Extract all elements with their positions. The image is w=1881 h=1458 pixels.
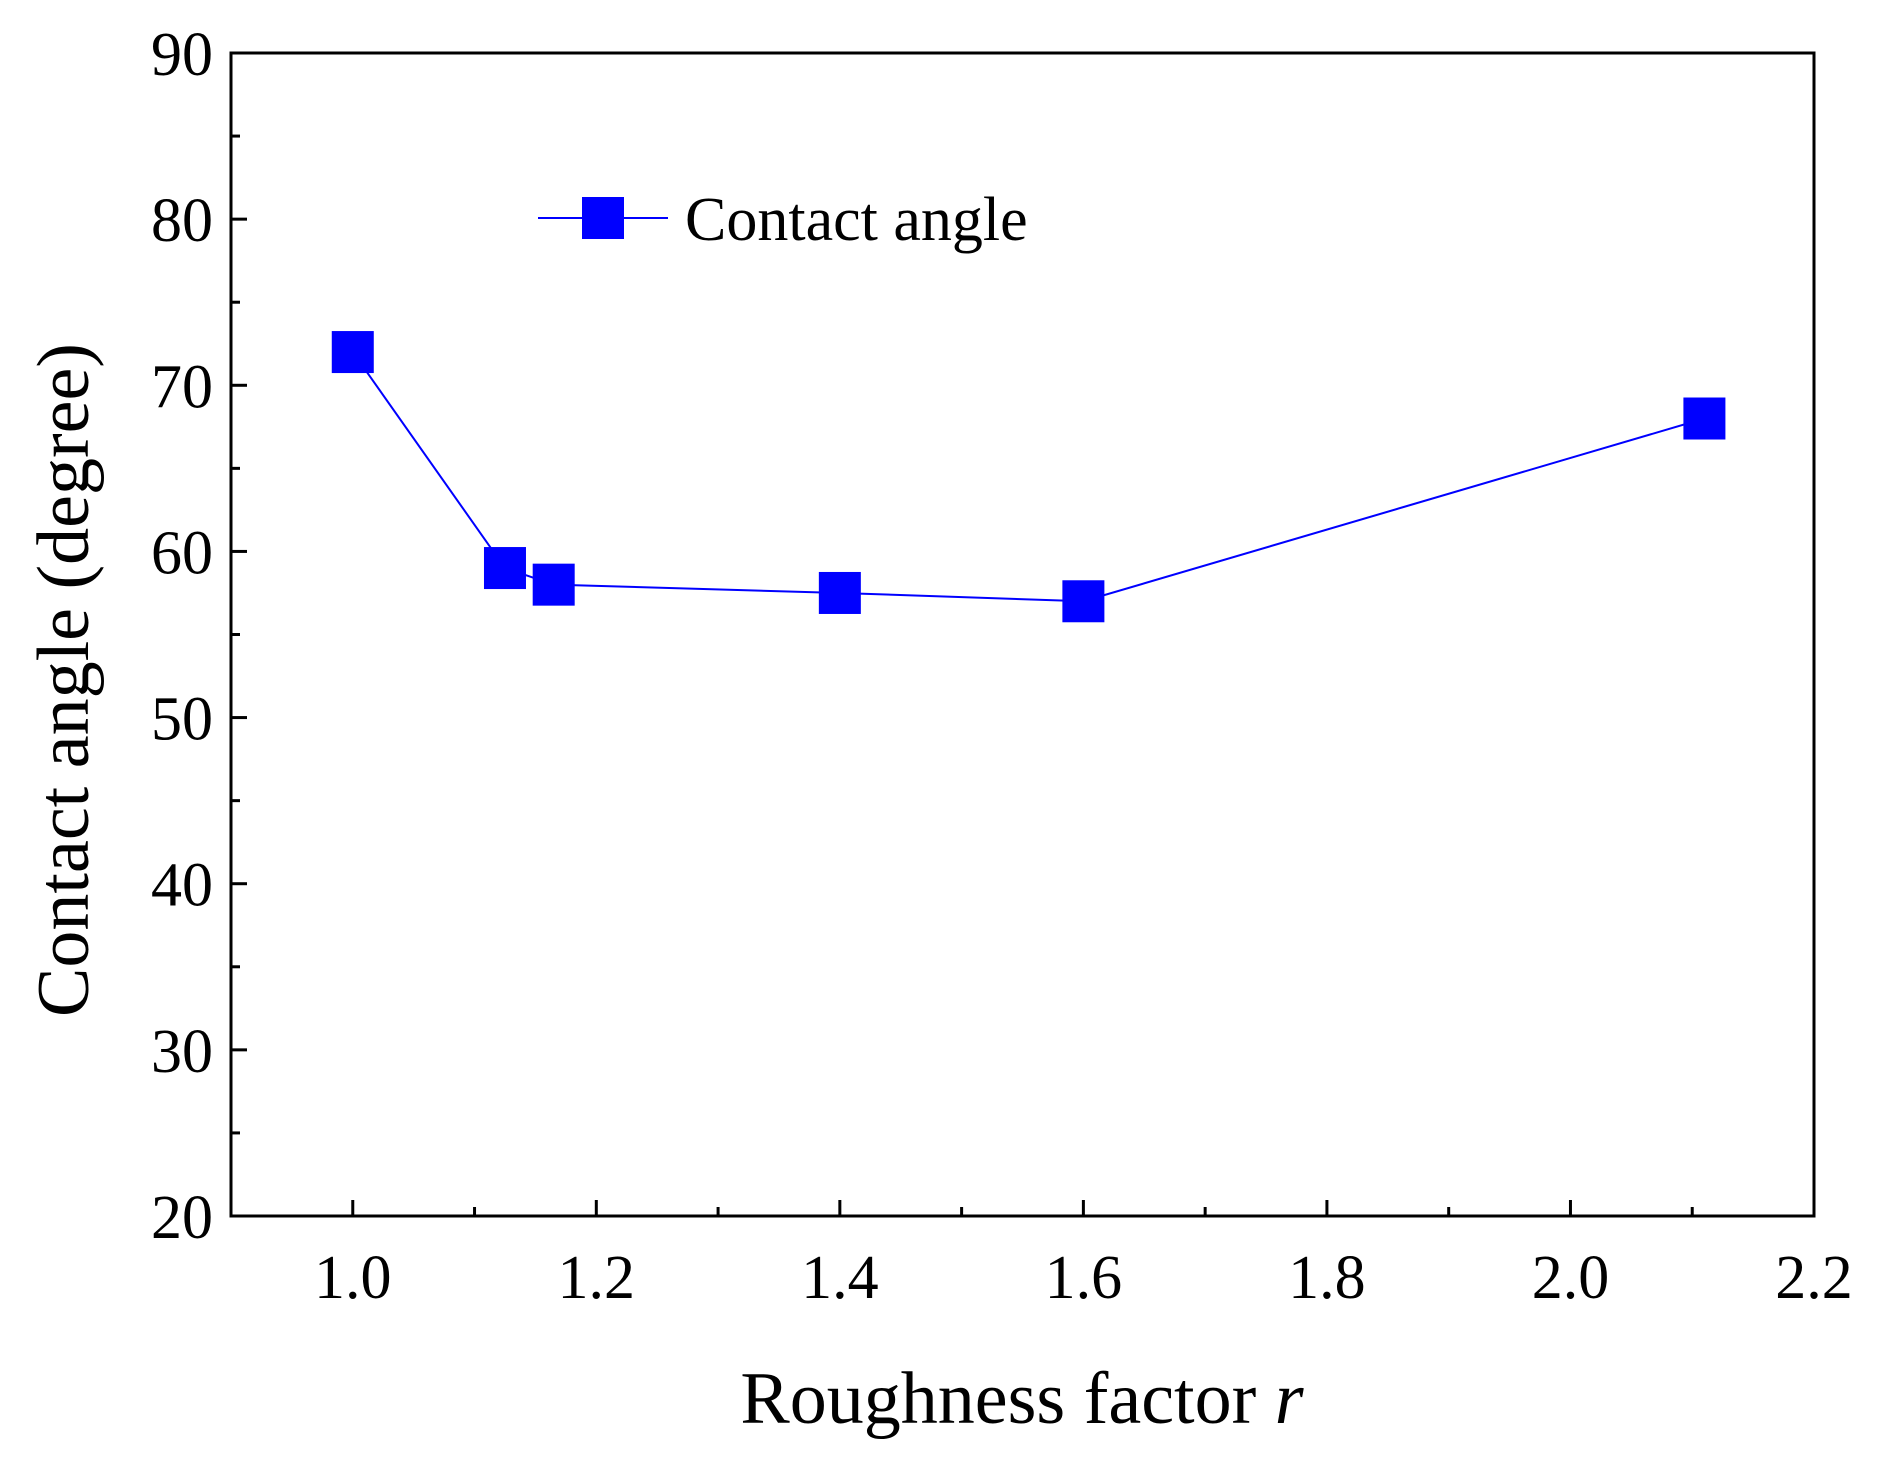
data-point-marker bbox=[532, 563, 575, 606]
y-tick-label: 60 bbox=[151, 519, 213, 587]
x-axis-tick-labels: 1.0 1.2 1.4 1.6 1.8 2.0 2.2 bbox=[314, 1244, 1853, 1312]
x-tick-label: 1.0 bbox=[314, 1244, 392, 1312]
y-axis-tick-labels: 20 30 40 50 60 70 80 90 bbox=[151, 21, 213, 1252]
y-tick-label: 30 bbox=[151, 1018, 213, 1086]
x-axis-title-text: Roughness factor bbox=[740, 1358, 1256, 1440]
x-tick-label: 1.2 bbox=[558, 1244, 636, 1312]
x-tick-label: 2.2 bbox=[1775, 1244, 1853, 1312]
x-tick-label: 1.6 bbox=[1045, 1244, 1123, 1312]
y-tick-label: 80 bbox=[151, 187, 213, 255]
y-tick-label: 50 bbox=[151, 686, 213, 754]
legend-marker-square bbox=[582, 197, 624, 239]
data-point-marker bbox=[331, 331, 374, 374]
y-tick-label: 20 bbox=[151, 1184, 213, 1252]
x-axis-title-variable: r bbox=[1275, 1358, 1305, 1440]
data-point-marker bbox=[818, 571, 861, 614]
y-axis-title: Contact angle (degree) bbox=[23, 343, 105, 1017]
x-axis-title: Roughness factor r bbox=[740, 1358, 1304, 1440]
x-axis-ticks bbox=[351, 1200, 1816, 1216]
series-line bbox=[351, 351, 1705, 603]
series-layer bbox=[331, 331, 1726, 623]
data-point-marker bbox=[1683, 397, 1726, 440]
x-tick-label: 1.4 bbox=[801, 1244, 879, 1312]
data-point-marker bbox=[1062, 580, 1105, 623]
legend: Contact angle bbox=[538, 186, 1028, 254]
x-tick-label: 2.0 bbox=[1532, 1244, 1610, 1312]
y-tick-label: 40 bbox=[151, 852, 213, 920]
legend-label: Contact angle bbox=[685, 186, 1028, 254]
y-axis-ticks bbox=[231, 51, 247, 1218]
y-tick-label: 70 bbox=[151, 353, 213, 421]
x-tick-label: 1.8 bbox=[1288, 1244, 1366, 1312]
y-tick-label: 90 bbox=[151, 21, 213, 89]
data-point-marker bbox=[483, 547, 526, 590]
